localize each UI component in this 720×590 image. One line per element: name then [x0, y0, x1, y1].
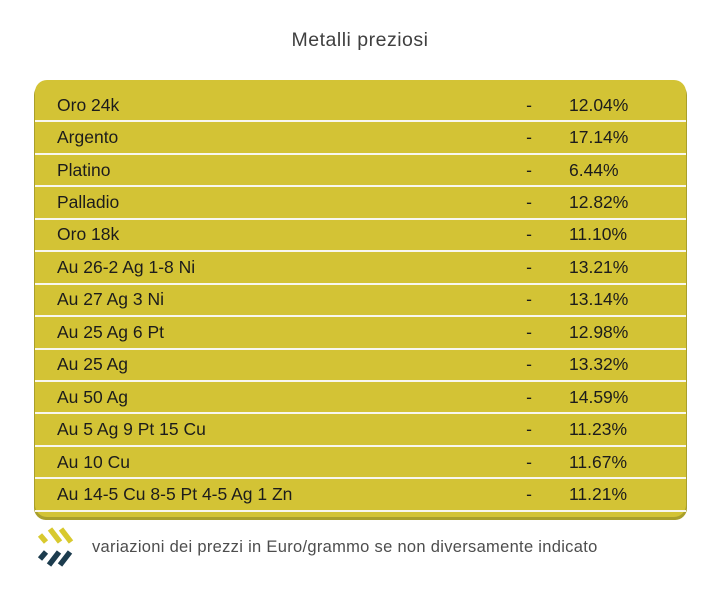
metal-name: Au 26-2 Ag 1-8 Ni — [57, 256, 196, 277]
dash-separator: - — [526, 289, 532, 310]
table-row: Au 26-2 Ag 1-8 Ni - 13.21% — [35, 252, 686, 285]
metal-name: Au 25 Ag 6 Pt — [57, 321, 165, 342]
metal-name: Au 50 Ag — [57, 386, 129, 407]
variation-value: 17.14% — [569, 127, 629, 148]
dash-separator: - — [526, 321, 532, 342]
metal-name: Argento — [57, 127, 119, 148]
table-row: Au 25 Ag 6 Pt - 12.98% — [35, 317, 686, 350]
variation-value: 11.10% — [569, 224, 628, 245]
table-row: Oro 18k - 11.10% — [35, 220, 686, 253]
dash-separator: - — [526, 159, 532, 180]
table-row: Platino - 6.44% — [35, 155, 686, 188]
footer: variazioni dei prezzi in Euro/grammo se … — [37, 526, 697, 568]
variation-value: 11.21% — [569, 483, 628, 504]
metal-name: Au 25 Ag — [57, 354, 129, 375]
variation-value: 14.59% — [569, 386, 629, 407]
metal-name: Oro 18k — [57, 224, 120, 245]
variation-value: 11.23% — [569, 419, 628, 440]
dash-separator: - — [526, 419, 532, 440]
metals-table: Oro 24k - 12.04% Argento - 17.14% Platin… — [35, 80, 686, 517]
dash-separator: - — [526, 192, 532, 213]
slashes-logo-icon — [37, 527, 74, 567]
dash-separator: - — [526, 483, 532, 504]
dash-separator: - — [526, 224, 532, 245]
dash-separator: - — [526, 451, 532, 472]
page-title: Metalli preziosi — [291, 29, 429, 51]
metal-name: Palladio — [57, 192, 120, 213]
metal-name: Oro 24k — [57, 94, 120, 115]
variation-value: 11.67% — [569, 451, 628, 472]
metal-name: Au 27 Ag 3 Ni — [57, 289, 165, 310]
table-row: Au 25 Ag - 13.32% — [35, 350, 686, 382]
metal-name: Au 5 Ag 9 Pt 15 Cu — [57, 419, 206, 440]
dash-separator: - — [526, 354, 532, 375]
variation-value: 13.32% — [569, 354, 629, 375]
metal-name: Au 10 Cu — [57, 451, 130, 472]
table-row: Oro 24k - 12.04% — [35, 90, 686, 123]
table-row: Au 27 Ag 3 Ni - 13.14% — [35, 285, 686, 318]
table-row: Palladio - 12.82% — [35, 187, 686, 220]
metal-name: Platino — [57, 159, 111, 180]
variation-value: 12.98% — [569, 321, 629, 342]
table-row: Argento - 17.14% — [35, 122, 686, 155]
dash-separator: - — [526, 127, 532, 148]
dash-separator: - — [526, 256, 532, 277]
table-row: Au 5 Ag 9 Pt 15 Cu - 11.23% — [35, 414, 686, 447]
dash-separator: - — [526, 94, 532, 115]
variation-value: 13.14% — [569, 289, 629, 310]
variation-value: 13.21% — [569, 256, 629, 277]
table-row: Au 14-5 Cu 8-5 Pt 4-5 Ag 1 Zn - 11.21% — [35, 479, 686, 512]
footer-note: variazioni dei prezzi in Euro/grammo se … — [92, 537, 598, 556]
table-row: Au 10 Cu - 11.67% — [35, 447, 686, 480]
dash-separator: - — [526, 386, 532, 407]
variation-value: 6.44% — [569, 159, 619, 180]
metal-name: Au 14-5 Cu 8-5 Pt 4-5 Ag 1 Zn — [57, 483, 293, 504]
variation-value: 12.82% — [569, 192, 629, 213]
variation-value: 12.04% — [569, 94, 629, 115]
table-row: Au 50 Ag - 14.59% — [35, 382, 686, 415]
